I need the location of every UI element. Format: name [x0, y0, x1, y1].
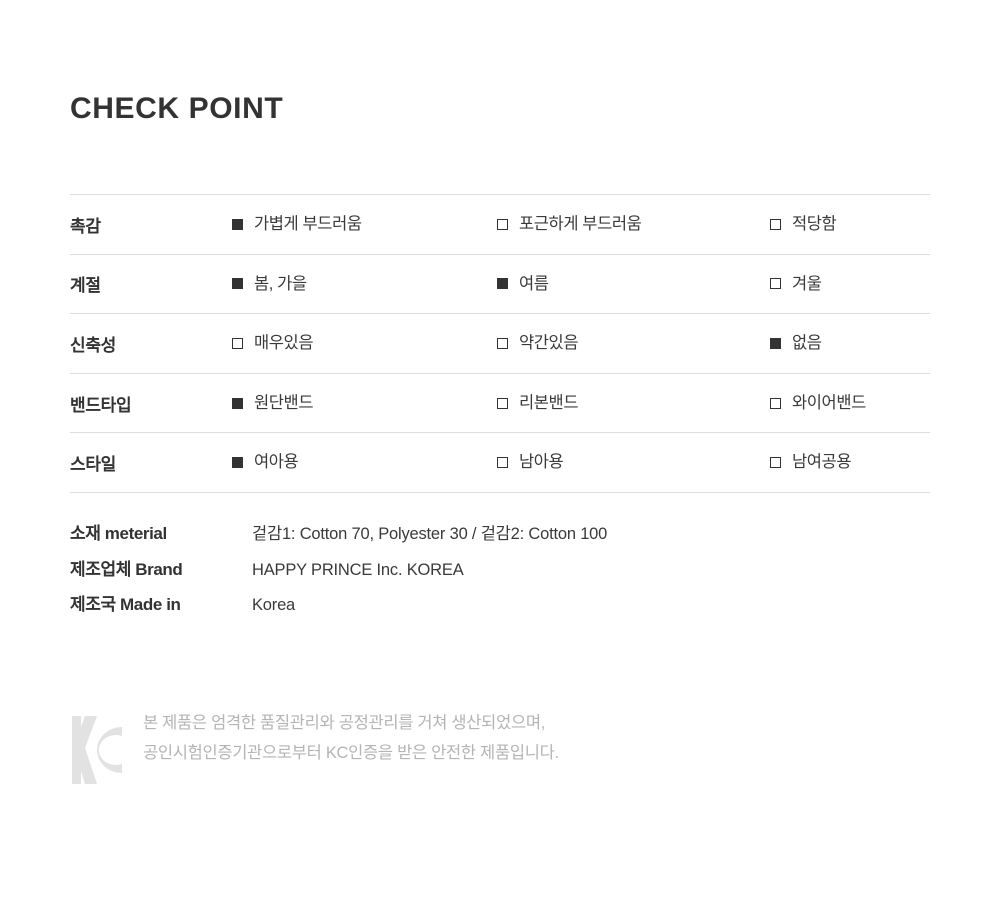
check-option[interactable]: 원단밴드	[232, 395, 497, 412]
checkbox-unchecked-icon[interactable]	[497, 337, 508, 349]
check-option[interactable]: 포근하게 부드러움	[497, 216, 770, 233]
check-option[interactable]: 와이어밴드	[770, 395, 930, 412]
kc-notice-text: 본 제품은 엄격한 품질관리와 공정관리를 거쳐 생산되었으며, 공인시험인증기관…	[143, 708, 559, 768]
product-info-row: 제조업체 Brand HAPPY PRINCE Inc. KOREA	[70, 555, 930, 591]
kc-certification-notice: 본 제품은 엄격한 품질관리와 공정관리를 거쳐 생산되었으며, 공인시험인증기관…	[70, 708, 559, 786]
check-option[interactable]: 약간있음	[497, 335, 770, 352]
checkbox-unchecked-icon[interactable]	[232, 337, 243, 349]
kc-notice-line: 공인시험인증기관으로부터 KC인증을 받은 안전한 제품입니다.	[143, 744, 559, 762]
checkbox-checked-icon[interactable]	[770, 337, 781, 349]
checkbox-unchecked-icon[interactable]	[497, 457, 508, 469]
check-option[interactable]: 봄, 가을	[232, 276, 497, 293]
check-option-label: 가볍게 부드러움	[254, 215, 362, 234]
check-option[interactable]: 매우있음	[232, 335, 497, 352]
checkbox-checked-icon[interactable]	[232, 218, 243, 230]
product-info-row: 제조국 Made in Korea	[70, 590, 930, 626]
product-info-value: 겉감1: Cotton 70, Polyester 30 / 겉감2: Cott…	[252, 525, 608, 543]
check-row: 신축성 매우있음 약간있음 없음	[70, 314, 930, 374]
check-option-label: 약간있음	[519, 334, 579, 353]
checkbox-unchecked-icon[interactable]	[770, 457, 781, 469]
product-info-value: HAPPY PRINCE Inc. KOREA	[252, 560, 464, 579]
checkbox-unchecked-icon[interactable]	[497, 218, 508, 230]
product-info-value: Korea	[252, 596, 296, 614]
check-option-label: 봄, 가을	[254, 274, 307, 293]
checkbox-checked-icon[interactable]	[497, 278, 508, 290]
page-title: CHECK POINT	[70, 92, 284, 125]
check-option-label: 원단밴드	[254, 393, 314, 412]
kc-certification-logo	[70, 714, 130, 786]
check-option[interactable]: 리본밴드	[497, 395, 770, 412]
kc-notice-line: 본 제품은 엄격한 품질관리와 공정관리를 거쳐 생산되었으며,	[143, 714, 545, 732]
check-option-label: 리본밴드	[519, 393, 579, 412]
checkbox-unchecked-icon[interactable]	[770, 397, 781, 409]
checkbox-unchecked-icon[interactable]	[770, 278, 781, 290]
check-option[interactable]: 남아용	[497, 454, 770, 471]
check-option[interactable]: 없음	[770, 335, 930, 352]
check-option[interactable]: 여아용	[232, 454, 497, 471]
checkbox-unchecked-icon[interactable]	[770, 218, 781, 230]
check-row-label: 계절	[70, 276, 101, 296]
check-option-label: 겨울	[792, 274, 822, 293]
checkbox-checked-icon[interactable]	[232, 397, 243, 409]
check-row-label: 스타일	[70, 455, 117, 475]
check-option-label: 매우있음	[254, 334, 314, 353]
checkbox-checked-icon[interactable]	[232, 457, 243, 469]
product-info-label: 제조업체 Brand	[70, 559, 183, 579]
check-option-label: 남여공용	[792, 453, 852, 472]
check-option-label: 없음	[792, 334, 822, 353]
check-option-label: 포근하게 부드러움	[519, 215, 642, 234]
checkbox-checked-icon[interactable]	[232, 278, 243, 290]
product-info-row: 소재 meterial 겉감1: Cotton 70, Polyester 30 …	[70, 519, 930, 555]
check-row-label: 촉감	[70, 216, 101, 236]
check-row: 계절 봄, 가을 여름 겨울	[70, 255, 930, 315]
check-option[interactable]: 겨울	[770, 276, 930, 293]
check-option-label: 여름	[519, 274, 549, 293]
check-row: 촉감 가볍게 부드러움 포근하게 부드러움 적당함	[70, 195, 930, 255]
check-row: 밴드타입 원단밴드 리본밴드 와이어밴드	[70, 374, 930, 434]
checkbox-unchecked-icon[interactable]	[497, 397, 508, 409]
check-row: 스타일 여아용 남아용 남여공용	[70, 433, 930, 493]
product-info-label: 소재 meterial	[70, 524, 167, 543]
check-option-label: 적당함	[792, 215, 837, 234]
check-row-label: 밴드타입	[70, 395, 132, 415]
check-option-label: 남아용	[519, 453, 564, 472]
check-option[interactable]: 가볍게 부드러움	[232, 216, 497, 233]
check-option[interactable]: 여름	[497, 276, 770, 293]
check-row-label: 신축성	[70, 335, 117, 355]
check-option-label: 여아용	[254, 453, 299, 472]
check-option[interactable]: 적당함	[770, 216, 930, 233]
check-option-label: 와이어밴드	[792, 393, 866, 412]
product-info-label: 제조국 Made in	[70, 595, 181, 614]
product-info-list: 소재 meterial 겉감1: Cotton 70, Polyester 30 …	[70, 519, 930, 626]
check-option[interactable]: 남여공용	[770, 454, 930, 471]
